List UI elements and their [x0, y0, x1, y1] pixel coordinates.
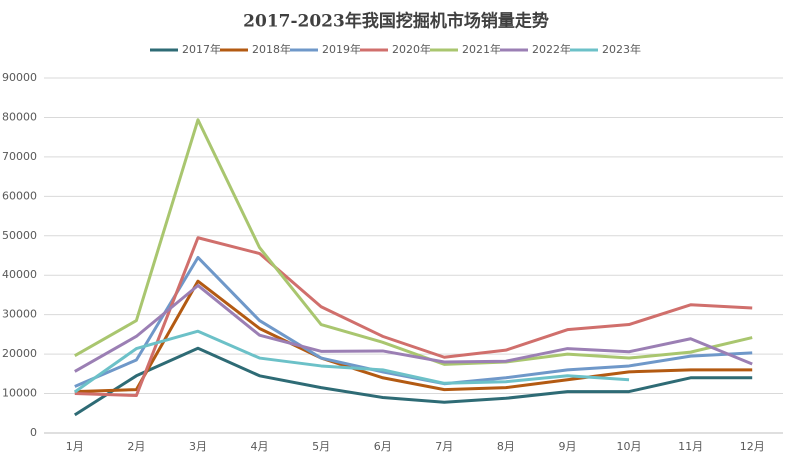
- x-tick-label: 9月: [558, 440, 576, 453]
- x-tick-label: 8月: [497, 440, 515, 453]
- series-line: [73, 346, 753, 417]
- x-tick-label: 3月: [189, 440, 207, 453]
- series-line: [73, 329, 630, 394]
- series-line: [74, 118, 753, 366]
- x-tick-label: 1月: [66, 440, 84, 453]
- legend-label: 2023年: [602, 42, 641, 56]
- y-tick-label: 40000: [2, 268, 37, 281]
- x-tick-label: 7月: [435, 440, 453, 453]
- y-tick-label: 80000: [2, 110, 37, 123]
- series-line: [74, 279, 753, 394]
- y-tick-label: 20000: [2, 347, 37, 360]
- legend-label: 2021年: [462, 42, 501, 56]
- legend-label: 2019年: [322, 42, 361, 56]
- x-tick-label: 10月: [617, 440, 642, 453]
- y-tick-label: 50000: [2, 229, 37, 242]
- y-tick-label: 30000: [2, 308, 37, 321]
- legend-label: 2020年: [392, 42, 431, 56]
- legend-label: 2017年: [182, 42, 221, 56]
- x-tick-label: 4月: [251, 440, 269, 453]
- chart-title: 2017-2023年我国挖掘机市场销量走势: [243, 11, 549, 32]
- x-tick-label: 12月: [740, 440, 765, 453]
- x-tick-label: 6月: [374, 440, 392, 453]
- x-tick-label: 11月: [678, 440, 703, 453]
- y-tick-label: 10000: [2, 387, 37, 400]
- x-tick-label: 5月: [312, 440, 330, 453]
- legend-label: 2018年: [252, 42, 291, 56]
- y-tick-label: 90000: [2, 71, 37, 84]
- series-line: [74, 283, 753, 373]
- y-tick-label: 0: [30, 426, 37, 439]
- legend-label: 2022年: [532, 42, 571, 56]
- y-tick-label: 70000: [2, 150, 37, 163]
- y-tick-label: 60000: [2, 189, 37, 202]
- series-line: [74, 236, 753, 398]
- x-tick-label: 2月: [127, 440, 145, 453]
